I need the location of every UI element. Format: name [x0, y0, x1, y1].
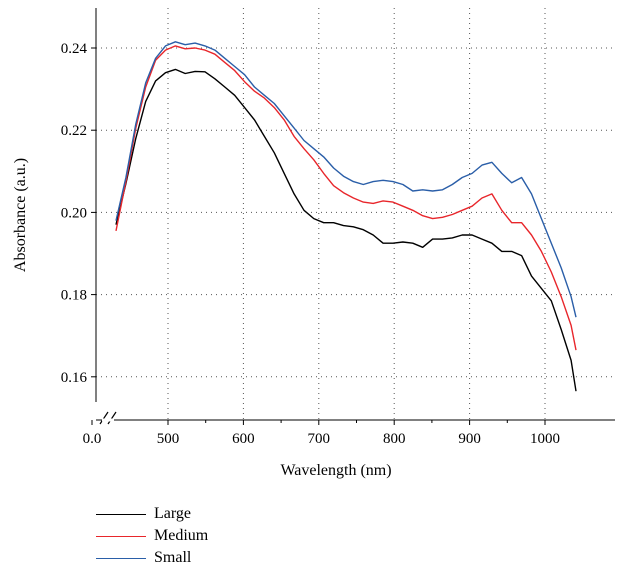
legend-label: Small	[154, 549, 192, 566]
axis-break-mark	[107, 411, 117, 425]
series-lines	[115, 41, 577, 392]
x-tick-label: 900	[458, 431, 481, 447]
x-tick-label: 500	[157, 431, 180, 447]
axis-break-mark	[99, 411, 109, 425]
y-tick-label: 0.18	[61, 288, 87, 304]
x-tick-label: 800	[383, 431, 406, 447]
tick-labels: 0.16 0.18 0.20 0.22 0.24 0.0 500 600 700 800 900 10…	[61, 41, 560, 447]
series-line-medium	[115, 45, 577, 351]
legend-swatch	[96, 513, 146, 515]
y-tick-label: 0.22	[61, 123, 87, 139]
legend-item-medium: Medium	[96, 525, 208, 547]
x-tick-label: 0.0	[83, 431, 102, 447]
legend-swatch	[96, 557, 146, 559]
x-tick-label: 600	[232, 431, 255, 447]
axes	[91, 8, 615, 425]
legend-label: Medium	[154, 527, 209, 544]
x-tick-label: 700	[308, 431, 331, 447]
series-line-small	[115, 41, 577, 318]
series-line-large	[115, 68, 577, 392]
legend-item-large: Large	[96, 503, 208, 525]
y-tick-label: 0.20	[61, 205, 87, 221]
legend-item-small: Small	[96, 547, 208, 569]
y-axis-title: Absorbance (a.u.)	[12, 158, 29, 272]
plot-area: 0.16 0.18 0.20 0.22 0.24 0.0 500 600 700 800 900 10…	[61, 8, 615, 447]
y-tick-label: 0.16	[61, 370, 88, 386]
x-tick-label: 1000	[530, 431, 560, 447]
legend: Large Medium Small	[96, 503, 208, 569]
grid-lines	[96, 8, 615, 420]
y-tick-label: 0.24	[61, 41, 88, 57]
legend-label: Large	[154, 505, 192, 522]
legend-swatch	[96, 535, 146, 537]
x-axis-title: Wavelength (nm)	[280, 462, 391, 479]
